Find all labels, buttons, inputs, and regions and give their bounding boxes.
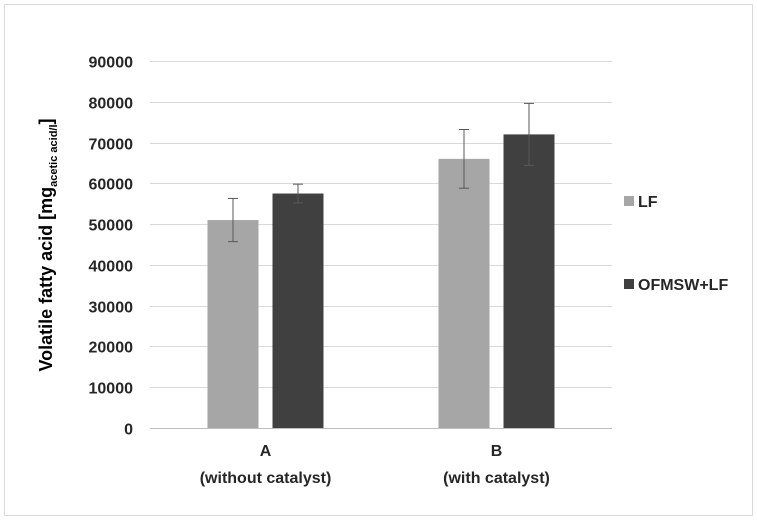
legend-label: OFMSW+LF [638,277,728,294]
x-category-sublabel: (without catalyst) [200,470,332,487]
legend-swatch [624,279,634,289]
error-bar [293,183,303,204]
y-tick-label: 90000 [89,55,134,72]
x-category-labels: A (without catalyst) B (with catalyst) [200,443,550,487]
legend-swatch [624,196,634,206]
y-axis-label: Volatile fatty acid [mgacetic acid/l] [36,118,60,371]
y-tick-label: 50000 [89,218,134,235]
y-tick-labels: 0 10000 20000 30000 40000 50000 60000 70000 8000… [89,55,134,439]
y-tick-label: 30000 [89,300,134,317]
bar-ofmsw-lf-b [503,134,555,428]
y-tick-label: 20000 [89,340,134,357]
error-bar [228,197,238,243]
y-tick-label: 10000 [89,381,134,398]
x-category-sublabel: (with catalyst) [443,470,550,487]
error-bar [459,129,469,189]
y-tick-label: 60000 [89,177,134,194]
legend: LF OFMSW+LF [624,194,728,294]
y-tick-label: 70000 [89,137,134,154]
y-tick-label: 80000 [89,96,134,113]
bar-ofmsw-lf-a [272,193,324,428]
bar-lf-b [438,158,490,428]
y-tick-label: 40000 [89,259,134,276]
error-bars [228,102,534,243]
x-category-label: A [260,443,272,460]
y-tick-label: 0 [124,422,133,439]
chart-frame [4,4,753,516]
x-category-label: B [491,443,503,460]
bars [207,134,555,428]
bar-lf-a [207,220,259,428]
error-bar [524,102,534,166]
legend-label: LF [638,194,658,211]
